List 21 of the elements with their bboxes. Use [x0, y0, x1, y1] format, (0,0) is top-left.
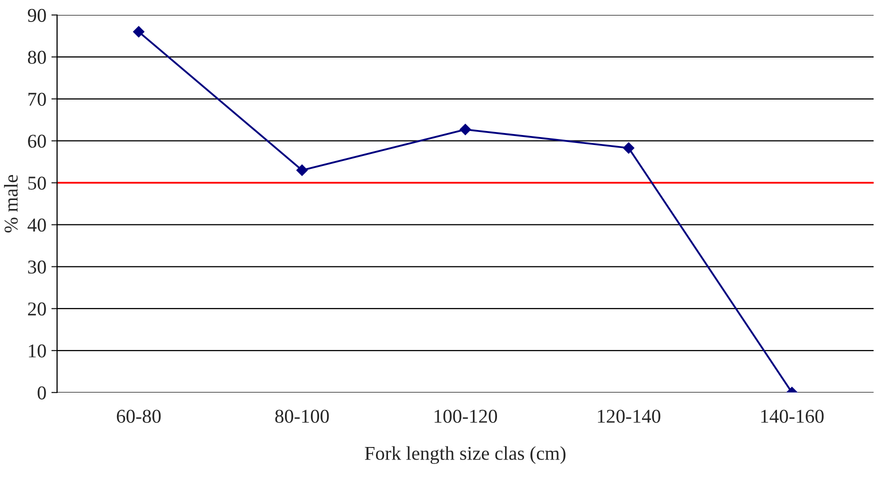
- y-tick-label: 30: [28, 260, 46, 274]
- y-tick-label: 40: [28, 218, 46, 232]
- y-axis-title: % male: [4, 175, 18, 233]
- y-tick-label: 0: [38, 386, 46, 400]
- x-tick-label: 60-80: [116, 410, 161, 423]
- y-tick-label: 80: [28, 50, 46, 64]
- y-tick-label: 10: [28, 344, 46, 358]
- y-tick-label: 20: [28, 302, 46, 316]
- y-tick-label: 70: [28, 92, 46, 106]
- point: [623, 142, 634, 154]
- x-tick-label: 140-160: [761, 410, 824, 423]
- x-axis-title: Fork length size clas (cm): [364, 446, 566, 464]
- x-tick-label: 80-100: [275, 410, 329, 423]
- x-tick-label: 100-120: [434, 410, 498, 423]
- point: [296, 164, 308, 176]
- point: [133, 26, 144, 38]
- x-tick-label: 120-140: [598, 410, 660, 423]
- y-tick-label: 50: [28, 176, 46, 190]
- y-tick-label: 60: [28, 134, 46, 148]
- point: [460, 124, 471, 136]
- y-tick-label: 90: [28, 8, 46, 22]
